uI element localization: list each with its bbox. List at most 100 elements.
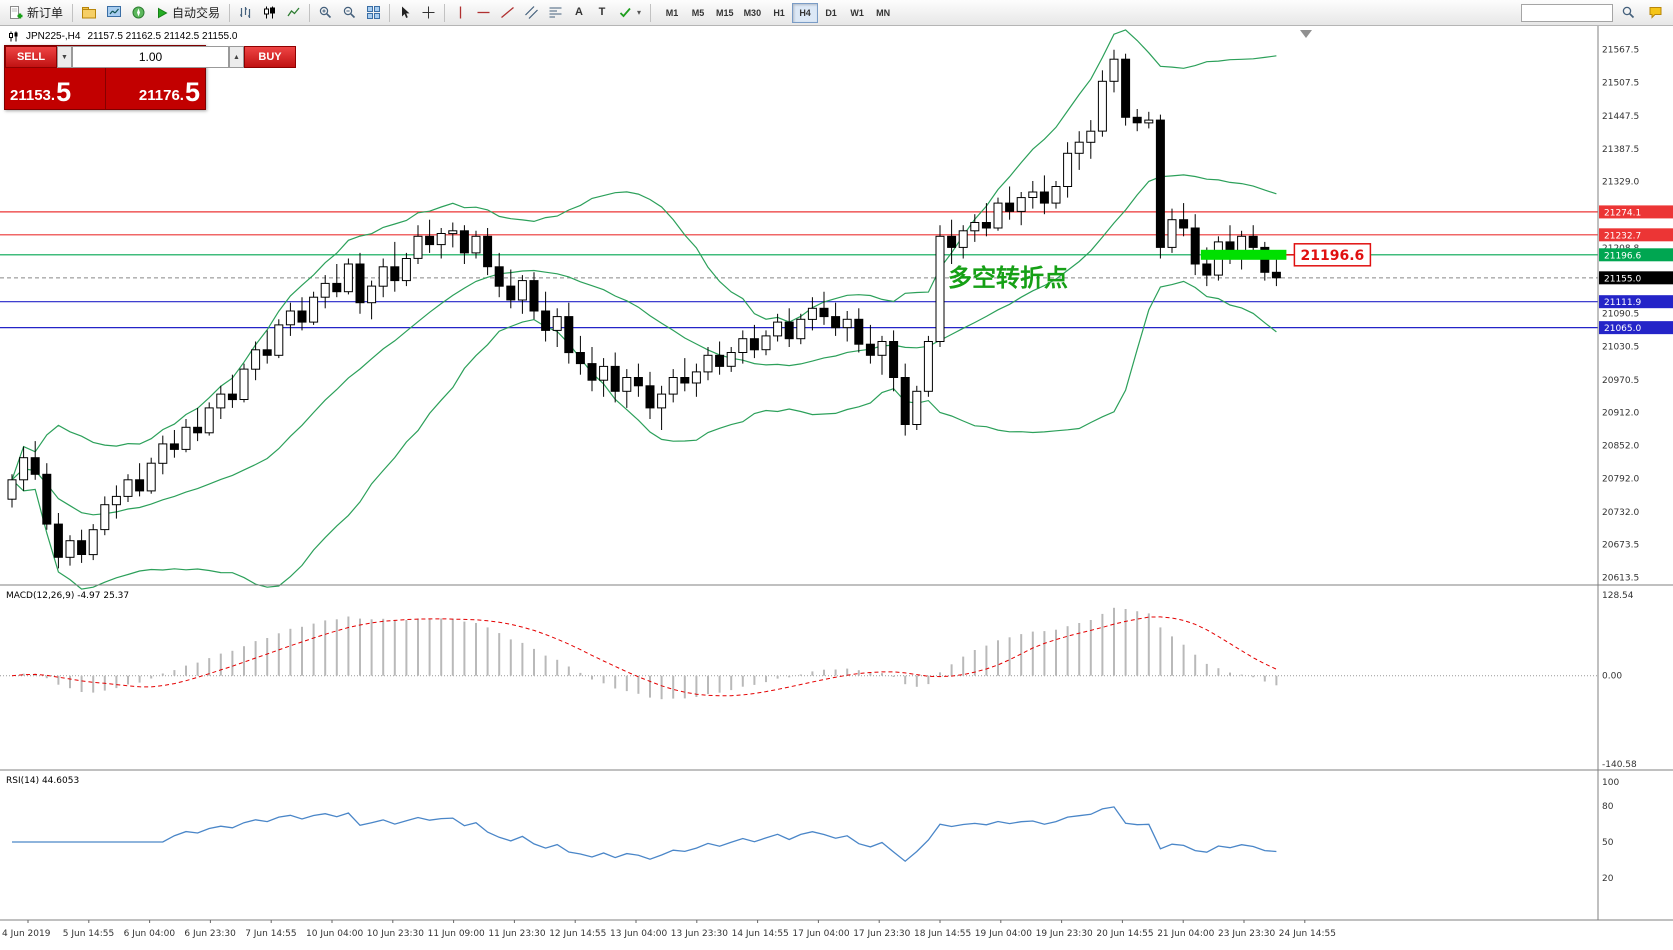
candlestick-chart-button[interactable]	[258, 2, 281, 24]
horizontal-line-tool-button[interactable]	[472, 2, 495, 24]
crosshair-button[interactable]	[417, 2, 440, 24]
zoom-in-button[interactable]	[314, 2, 337, 24]
level-21274.1-badge[interactable]	[1599, 205, 1673, 219]
time-axis-label: 6 Jun 23:30	[184, 929, 236, 939]
vertical-line-tool-button[interactable]	[449, 2, 471, 24]
timeframe-m5-button[interactable]: M5	[691, 7, 705, 18]
ohlc-values: 21157.5 21162.5 21142.5 21155.0	[87, 31, 238, 42]
time-axis-label: 14 Jun 14:55	[732, 929, 789, 939]
timeframe-h4-button[interactable]: H4	[792, 2, 819, 23]
volume-increase-button[interactable]: ▲	[229, 46, 244, 68]
time-axis-label: 11 Jun 23:30	[488, 929, 545, 939]
turning-point-annotation[interactable]: 多空转折点	[948, 264, 1068, 292]
time-axis-label: 10 Jun 23:30	[367, 929, 424, 939]
price-axis-tick: 21507.5	[1602, 79, 1639, 89]
timeframe-w1-button[interactable]: W1	[850, 7, 864, 18]
current-price-badge[interactable]	[1599, 271, 1673, 285]
tile-windows-button[interactable]	[362, 2, 385, 24]
bollinger-middle-band	[11, 174, 1277, 516]
buy-button[interactable]: BUY	[244, 46, 296, 68]
buy-price-big-digit: 5	[184, 77, 200, 108]
time-axis-label: 17 Jun 23:30	[853, 929, 910, 939]
chart-shift-marker[interactable]	[1300, 30, 1312, 38]
zoom-out-icon	[343, 6, 356, 19]
one-click-price-row: 21153. 5 21176. 5	[5, 68, 205, 109]
level-21065.0-badge[interactable]	[1599, 321, 1673, 335]
toolbar-separator	[444, 3, 446, 22]
level-21274.1-badge-label: 21274.1	[1604, 208, 1641, 218]
price-axis-tick: 20912.0	[1602, 408, 1639, 418]
search-input[interactable]	[1521, 3, 1613, 22]
buy-price[interactable]: 21176. 5	[104, 68, 206, 109]
time-axis-label: 11 Jun 09:00	[428, 929, 485, 939]
time-axis-label: 4 Jun 2019	[2, 929, 51, 939]
time-axis-label: 21 Jun 04:00	[1157, 929, 1214, 939]
price-axis-tick: 21030.5	[1602, 343, 1639, 353]
cursor-arrow-icon	[402, 6, 410, 18]
level-21111.9-badge[interactable]	[1599, 295, 1673, 309]
search-icon	[1622, 6, 1635, 19]
vertical-line-icon	[459, 6, 461, 19]
new-order-icon	[10, 5, 23, 19]
price-axis-tick: 20732.0	[1602, 508, 1639, 518]
timeframe-m15-button[interactable]: M15	[716, 7, 734, 18]
level-21232.7-badge[interactable]	[1599, 228, 1673, 242]
bar-chart-icon	[240, 7, 251, 18]
arrows-tool-button[interactable]: ▾	[614, 2, 646, 24]
chart-icon	[9, 31, 18, 42]
sell-price[interactable]: 21153. 5	[5, 68, 105, 109]
profiles-folder-icon	[82, 7, 97, 19]
horizontal-line-icon	[477, 11, 490, 14]
bar-chart-button[interactable]	[234, 2, 257, 24]
community-button[interactable]	[1644, 2, 1667, 24]
line-chart-button[interactable]	[282, 2, 305, 24]
time-axis-label: 12 Jun 14:55	[549, 929, 606, 939]
main-toolbar: 新订单 自动交易	[0, 0, 1673, 26]
equidistant-channel-icon	[525, 6, 538, 19]
autotrading-label: 自动交易	[172, 6, 221, 20]
navigator-button[interactable]	[127, 2, 150, 24]
timeframe-mn-button[interactable]: MN	[876, 7, 891, 18]
text-tool-icon: A	[575, 6, 583, 18]
rsi-indicator-label: RSI(14) 44.6053	[6, 776, 79, 786]
zoom-out-button[interactable]	[338, 2, 361, 24]
fibonacci-tool-button[interactable]	[544, 2, 567, 24]
time-axis-label: 18 Jun 14:55	[914, 929, 971, 939]
price-axis-tick: 20970.5	[1602, 376, 1639, 386]
highlight-zone-bar[interactable]	[1200, 249, 1287, 260]
price-callout-box[interactable]	[1293, 243, 1372, 267]
timeframe-h1-button[interactable]: H1	[773, 7, 785, 18]
toolbar-separator	[650, 3, 652, 22]
time-axis-label: 24 Jun 14:55	[1279, 929, 1336, 939]
label-tool-button[interactable]: T	[591, 2, 613, 24]
one-click-trading-panel: SELL ▼ ▲ BUY 21153. 5 21176. 5	[4, 45, 296, 110]
timeframe-m1-button[interactable]: M1	[665, 7, 679, 18]
level-21232.7-badge-label: 21232.7	[1604, 231, 1641, 241]
line-chart-icon	[287, 7, 300, 17]
timeframe-d1-button[interactable]: D1	[825, 7, 837, 18]
search-button[interactable]	[1617, 2, 1640, 24]
chart-canvas[interactable]: 21567.521507.521447.521387.521329.021208…	[0, 26, 1673, 950]
market-watch-button[interactable]	[102, 2, 126, 24]
timeframe-group: M1 M5 M15 M30 H1 H4 D1 W1 MN	[659, 2, 896, 23]
level-21065.0-badge-label: 21065.0	[1604, 324, 1641, 334]
sell-button[interactable]: SELL	[5, 46, 57, 68]
toolbar-separator	[309, 3, 311, 22]
volume-input[interactable]	[72, 46, 229, 68]
autotrading-button[interactable]: 自动交易	[151, 2, 225, 24]
chart-symbol-header: JPN225-,H4 21157.5 21162.5 21142.5 21155…	[8, 31, 237, 42]
toolbar-separator	[229, 3, 231, 22]
time-axis-label: 6 Jun 04:00	[124, 929, 176, 939]
profiles-button[interactable]	[77, 2, 101, 24]
text-tool-button[interactable]: A	[568, 2, 590, 24]
level-21196.6-badge[interactable]	[1599, 248, 1673, 262]
channel-tool-button[interactable]	[520, 2, 543, 24]
volume-decrease-button[interactable]: ▼	[57, 46, 72, 68]
time-axis-label: 13 Jun 23:30	[671, 929, 728, 939]
trendline-tool-button[interactable]	[496, 2, 519, 24]
new-order-button[interactable]: 新订单	[4, 2, 68, 24]
dropdown-caret-icon: ▾	[637, 8, 642, 17]
timeframe-m30-button[interactable]: M30	[743, 7, 762, 18]
cursor-button[interactable]	[394, 2, 416, 24]
rsi-axis-label: 50	[1602, 838, 1614, 848]
